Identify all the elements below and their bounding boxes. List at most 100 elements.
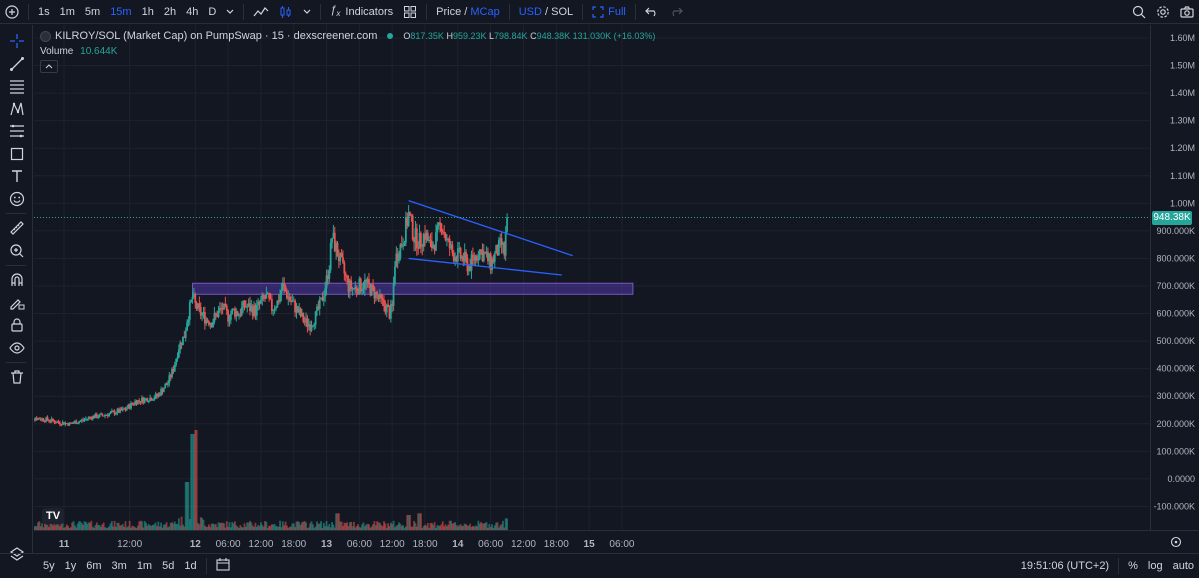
candle-body <box>78 421 80 424</box>
volume-bar <box>337 513 340 530</box>
lock-tool[interactable] <box>0 314 33 337</box>
chart-pane[interactable] <box>24 25 1150 535</box>
interval-2h[interactable]: 2h <box>163 5 177 18</box>
wedge-upper-trendline[interactable] <box>408 199 573 257</box>
draw-mode-tool[interactable] <box>0 292 33 315</box>
interval-D[interactable]: D <box>208 5 217 18</box>
timezone-settings-button[interactable] <box>1170 536 1182 551</box>
range-6m[interactable]: 6m <box>86 560 102 572</box>
range-1y[interactable]: 1y <box>64 560 77 572</box>
price-axis[interactable]: 1.60M 1.50M 1.40M 1.30M 1.20M 1.10M 1.00M 900.0… <box>1150 25 1199 539</box>
trash-icon <box>10 370 23 384</box>
chart-type-line-button[interactable] <box>248 0 274 24</box>
volume-bar <box>141 521 143 530</box>
volume-bar <box>421 527 424 530</box>
low-value: 798.84K <box>494 31 528 41</box>
volume-bar <box>131 525 134 530</box>
fib-tool[interactable] <box>0 120 33 143</box>
goto-date-button[interactable] <box>211 558 235 574</box>
redo-button[interactable] <box>664 0 688 24</box>
magnet-tool[interactable] <box>0 269 33 292</box>
price-chart[interactable] <box>24 25 1150 535</box>
candle-body <box>121 408 124 411</box>
trendline-tool[interactable] <box>0 53 33 76</box>
volume-bar <box>497 527 500 530</box>
object-tree-button[interactable] <box>0 543 33 566</box>
settings-circle-icon <box>1170 536 1182 548</box>
interval-4h[interactable]: 4h <box>186 5 199 18</box>
search-button[interactable] <box>1127 0 1151 24</box>
candle-body <box>268 292 271 299</box>
volume-bar <box>74 525 76 530</box>
pattern-tool[interactable] <box>0 98 33 121</box>
screenshot-button[interactable] <box>1175 0 1199 24</box>
log-toggle[interactable]: log <box>1147 560 1163 572</box>
volume-bar <box>440 524 443 530</box>
indicators-button[interactable]: ƒx Indicators <box>325 0 398 24</box>
add-symbol-button[interactable] <box>0 0 24 24</box>
percent-toggle[interactable]: % <box>1128 560 1138 572</box>
price-mcap-toggle[interactable]: Price / MCap <box>436 5 500 18</box>
crosshair-tool[interactable] <box>0 30 33 53</box>
support-zone-rect[interactable] <box>192 282 634 295</box>
volume-bar <box>458 525 461 530</box>
chart-type-candle-button[interactable] <box>274 0 298 24</box>
chevron-down-icon <box>226 9 234 14</box>
interval-1s[interactable]: 1s <box>38 5 50 18</box>
tradingview-logo[interactable]: TV <box>42 508 64 524</box>
candle-body <box>491 258 493 271</box>
wedge-lower-trendline[interactable] <box>408 257 562 276</box>
text-tool[interactable] <box>0 165 33 188</box>
volume-bar <box>484 522 487 530</box>
trendlines[interactable] <box>408 199 573 276</box>
range-1d[interactable]: 1d <box>184 560 197 572</box>
range-5y[interactable]: 5y <box>43 560 55 572</box>
interval-5m[interactable]: 5m <box>84 5 101 18</box>
range-5d[interactable]: 5d <box>162 560 175 572</box>
chart-type-dropdown[interactable] <box>298 0 316 24</box>
volume-bar <box>333 527 336 530</box>
sol-option[interactable]: SOL <box>551 5 574 18</box>
volume-bar <box>336 513 339 530</box>
candle-body <box>353 288 355 290</box>
interval-1m[interactable]: 1m <box>59 5 75 18</box>
symbol-title[interactable]: KILROY/SOL (Market Cap) on PumpSwap · 15… <box>55 30 378 42</box>
range-1m[interactable]: 1m <box>136 560 153 572</box>
volume-bar <box>280 527 283 530</box>
legend-collapse-button[interactable] <box>40 60 58 73</box>
interval-dropdown[interactable] <box>221 0 239 24</box>
volume-bar <box>426 523 429 530</box>
visibility-tool[interactable] <box>0 337 33 360</box>
line-chart-icon <box>253 6 269 16</box>
price-option[interactable]: Price <box>436 5 462 18</box>
auto-toggle[interactable]: auto <box>1172 560 1194 572</box>
candle-body <box>145 398 147 400</box>
support-zone[interactable] <box>192 282 634 295</box>
interval-15m[interactable]: 15m <box>110 5 132 18</box>
candle-body <box>478 249 481 260</box>
candle-body <box>430 241 433 248</box>
full-button[interactable]: Full <box>587 0 631 24</box>
volume-bar <box>156 526 158 530</box>
interval-1h[interactable]: 1h <box>141 5 154 18</box>
settings-button[interactable] <box>1151 0 1175 24</box>
rectangle-tool[interactable] <box>0 143 33 166</box>
candle-body <box>188 301 191 320</box>
currency-toggle[interactable]: USD / SOL <box>518 5 574 18</box>
zoom-tool[interactable] <box>0 240 33 263</box>
layouts-button[interactable] <box>398 0 422 24</box>
delete-tool[interactable] <box>0 366 33 389</box>
volume-bar <box>311 524 314 530</box>
undo-button[interactable] <box>640 0 664 24</box>
candle-body <box>171 368 173 378</box>
candle-body <box>209 323 212 325</box>
measure-tool[interactable] <box>0 217 33 240</box>
clock-display[interactable]: 19:51:06 (UTC+2) <box>1020 560 1110 572</box>
time-axis[interactable]: 11 12:00 12 06:00 12:00 18:00 13 06:00 12:00 18:0… <box>34 530 1199 553</box>
volume-bar <box>201 517 204 530</box>
horizontal-lines-tool[interactable] <box>0 75 33 98</box>
range-3m[interactable]: 3m <box>111 560 127 572</box>
emoji-tool[interactable] <box>0 188 33 211</box>
mcap-option[interactable]: MCap <box>470 5 500 18</box>
usd-option[interactable]: USD <box>518 5 542 18</box>
